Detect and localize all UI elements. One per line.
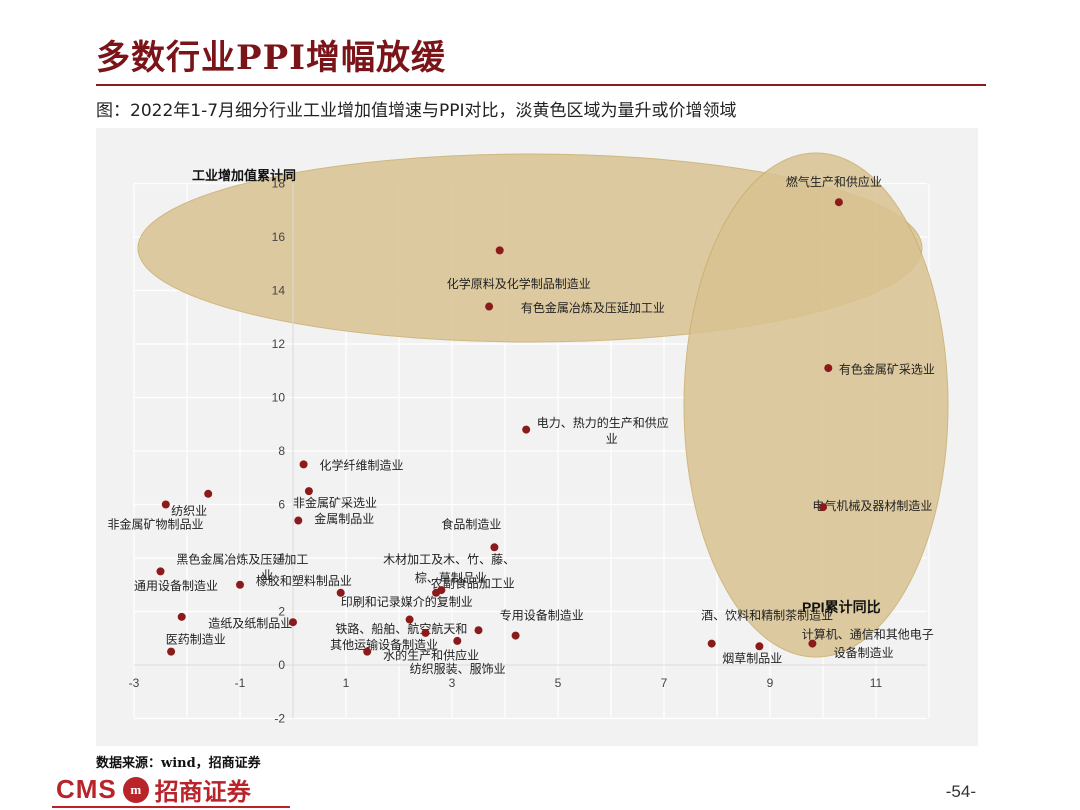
x-tick-label: 1: [343, 676, 350, 690]
data-label: 纺织服装、服饰业: [410, 662, 506, 676]
data-label: 黑色金属冶炼及压延加工: [176, 551, 308, 566]
x-axis-title: PPI累计同比: [802, 599, 881, 615]
data-label: 棕、草制品业: [415, 570, 487, 585]
data-point: [336, 588, 345, 597]
data-point: [707, 639, 716, 648]
footer-divider: [52, 806, 290, 808]
data-label: 造纸及纸制品业: [208, 617, 292, 631]
logo-mark-icon: m: [122, 776, 149, 803]
data-point: [236, 580, 244, 589]
data-label: 木材加工及木、竹、藤、: [383, 552, 515, 566]
x-tick-label: -1: [235, 676, 246, 690]
highlight-region-price-up: [683, 152, 949, 658]
data-label: 化学纤维制造业: [320, 458, 404, 473]
figure-caption: 图：2022年1-7月细分行业工业增加值增速与PPI对比，淡黄色区域为量升或价增…: [96, 101, 737, 121]
logo-text: CMS: [56, 774, 117, 804]
x-tick-label: 11: [870, 676, 883, 690]
data-point: [289, 618, 297, 627]
data-label: 医药制造业: [166, 633, 226, 647]
data-label: 烟草制品业: [722, 651, 782, 665]
data-label: 水的生产和供应业: [383, 648, 479, 663]
data-label: 食品制造业: [441, 517, 501, 532]
data-point: [819, 503, 827, 512]
data-label: 非金属矿物制品业: [108, 517, 204, 532]
x-tick-label: -3: [129, 676, 140, 690]
data-label: 业: [606, 432, 618, 446]
data-label: 化学原料及化学制品制造业: [447, 276, 591, 291]
data-point: [294, 516, 303, 525]
x-tick-label: 9: [767, 676, 774, 690]
data-source: 数据来源：wind，招商证券: [96, 756, 261, 771]
x-tick-label: 3: [449, 676, 456, 690]
data-point: [522, 425, 531, 434]
y-tick-label: 4: [278, 551, 285, 565]
x-tick-label: 7: [661, 676, 668, 690]
data-label: 非金属矿采选业: [293, 495, 377, 510]
y-tick-label: 0: [278, 658, 285, 672]
data-point: [824, 364, 833, 373]
data-point: [474, 626, 483, 635]
data-point: [161, 500, 170, 509]
y-tick-label: 12: [272, 337, 286, 351]
data-label: 通用设备制造业: [134, 579, 218, 593]
data-point: [421, 628, 430, 637]
logo-chinese-name: 招商证券: [154, 777, 251, 806]
data-label: 电气机械及器材制造业: [812, 498, 932, 513]
data-label: 橡胶和塑料制品业: [256, 573, 352, 588]
y-tick-label: 10: [272, 391, 286, 405]
data-point: [167, 647, 176, 656]
page-title: 多数行业PPI增幅放缓: [96, 38, 447, 78]
data-point: [156, 567, 165, 576]
data-point: [490, 543, 499, 552]
page-number: -54-: [945, 782, 976, 801]
data-point: [808, 639, 817, 648]
y-tick-label: -2: [274, 712, 285, 726]
data-point: [834, 198, 843, 207]
data-label: 纺织业: [171, 504, 207, 518]
data-point: [755, 642, 764, 651]
cms-logo: CMS m 招商证券: [56, 772, 251, 807]
data-point: [299, 460, 308, 469]
data-label: 其他运输设备制造业: [330, 637, 438, 652]
data-point: [432, 588, 441, 597]
data-label: 铁路、船舶、航空航天和: [335, 621, 467, 636]
data-point: [453, 636, 462, 645]
data-label: 业: [261, 568, 273, 582]
y-tick-label: 14: [272, 284, 286, 298]
data-point: [495, 246, 504, 255]
data-point: [511, 631, 520, 640]
data-label: 计算机、通信和其他电子: [802, 626, 934, 641]
data-point: [304, 487, 313, 496]
x-tick-label: 5: [555, 676, 562, 690]
data-label: 农副食品加工业: [431, 575, 515, 590]
y-tick-label: 2: [278, 605, 285, 619]
y-tick-label: 18: [272, 177, 286, 191]
data-label: 燃气生产和供应业: [786, 174, 882, 189]
data-point: [363, 647, 372, 656]
data-label: 专用设备制造业: [500, 608, 584, 623]
title-divider: [96, 84, 986, 86]
data-label: 有色金属矿采选业: [839, 361, 935, 376]
data-point: [204, 489, 213, 498]
data-point: [177, 612, 186, 621]
data-label: 印刷和记录媒介的复制业: [341, 594, 473, 609]
y-axis-title: 工业增加值累计同: [192, 168, 296, 184]
data-label: 设备制造业: [834, 646, 894, 660]
y-tick-label: 16: [272, 230, 286, 244]
data-label: 金属制品业: [314, 511, 374, 526]
y-tick-label: 6: [278, 498, 285, 512]
data-label: 酒、饮料和精制茶制造业: [701, 608, 833, 623]
data-point: [485, 302, 494, 311]
data-point: [405, 615, 414, 624]
y-tick-label: 8: [278, 444, 285, 458]
data-label: 电力、热力的生产和供应: [537, 415, 669, 430]
data-label: 有色金属冶炼及压延加工业: [521, 300, 665, 315]
